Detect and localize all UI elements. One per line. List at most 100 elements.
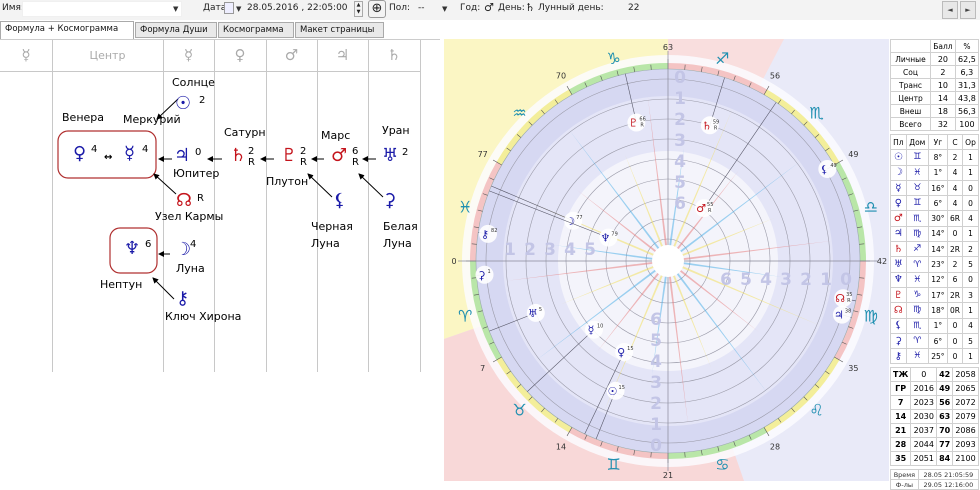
planet-marker-selena: ⚳1 [476, 266, 494, 284]
planet-icon: ♃ [891, 226, 907, 241]
degree-label: 70 [556, 72, 566, 81]
degree-label: 49 [848, 150, 858, 159]
scale-digit-bottom: 2 [650, 394, 662, 414]
gender-label: Пол: [389, 3, 410, 13]
star-center [652, 245, 684, 277]
mercury-value: 10 [597, 324, 603, 330]
degree-label: 7 [480, 364, 485, 373]
scale-digit-right: 3 [780, 270, 792, 290]
moon-value: 77 [576, 215, 582, 221]
next-button[interactable]: ► [960, 1, 976, 19]
gender-select[interactable]: -- [418, 3, 425, 13]
globe-icon[interactable]: ⊕ [368, 0, 386, 18]
strength-cell: 0 [947, 226, 962, 241]
year-planet-icon: ♂ [484, 1, 494, 14]
strength-cell: 4 [947, 180, 962, 195]
orbit-cell: 0 [963, 272, 979, 287]
degree-cell: 25° [928, 349, 947, 364]
scale-digit-right: 1 [820, 270, 832, 290]
degree-cell: 1° [928, 165, 947, 180]
calendar-dropdown-icon[interactable]: ▼ [236, 5, 241, 13]
degree-cell: 6° [928, 196, 947, 211]
tab-page-layout[interactable]: Макет страницы [295, 22, 384, 38]
scale-digit-top: 4 [674, 152, 686, 172]
jupiter-label: Юпитер [173, 167, 219, 180]
summary-cell: 14 [931, 92, 956, 105]
sign-icon: ♓ [906, 272, 928, 287]
tab-formula-cosmogram[interactable]: Формула + Космограмма [0, 21, 134, 39]
venus-score: 4 [91, 145, 97, 155]
planet-icon: ☿ [891, 180, 907, 195]
zodiac-sign-icon: ♎ [864, 198, 878, 217]
degree-label: 42 [877, 257, 887, 266]
chiron-label: Ключ Хирона [165, 310, 241, 323]
summary-header-row: Балл% [891, 40, 979, 53]
scale-digit-top: 0 [674, 68, 686, 88]
times-cell: 29.05 12:16:00 [918, 480, 978, 490]
ages-cell: 63 [937, 410, 953, 424]
venus-icon: ♀ [73, 145, 86, 163]
prev-button[interactable]: ◄ [942, 1, 958, 19]
degree-cell: 8° [928, 150, 947, 165]
saturn-retro: R [248, 158, 255, 168]
ages-cell: 2086 [953, 424, 979, 438]
zodiac-sign-icon: ♓ [458, 198, 472, 217]
ages-cell: 56 [937, 396, 953, 410]
scale-digit-left: 1 [504, 240, 516, 260]
scale-digit-bottom: 1 [650, 415, 662, 435]
summary-cell: 10 [931, 79, 956, 92]
orbit-cell: 0 [963, 196, 979, 211]
summary-cell: 62,5 [955, 53, 978, 66]
ages-cell: 2093 [953, 438, 979, 452]
name-input[interactable] [22, 1, 182, 17]
tab-soul-formula[interactable]: Формула Души [135, 22, 217, 38]
degree-label: 35 [848, 364, 858, 373]
zodiac-sign-icon: ♉ [512, 400, 526, 419]
date-spinner[interactable]: ▲▼ [354, 1, 363, 17]
scale-digit-top: 2 [674, 110, 686, 130]
neptune-score: 6 [145, 240, 151, 250]
saturn-icon: ♄ [702, 119, 712, 132]
sign-icon: ♈ [906, 257, 928, 272]
orbit-cell: 5 [963, 333, 979, 348]
ages-cell: 35 [891, 452, 911, 466]
neptune-label: Нептун [100, 278, 142, 291]
ages-cell: 2030 [911, 410, 937, 424]
zodiac-sign-icon: ♒ [512, 104, 526, 123]
venus-value: 15 [627, 346, 633, 352]
summary-cell: Личные [891, 53, 931, 66]
degree-label: 56 [770, 72, 780, 81]
date-input[interactable]: 28.05.2016 , 22:05:00 [247, 3, 348, 13]
degree-cell: 14° [928, 242, 947, 257]
mutual-arrow-icon: ↔ [104, 153, 112, 163]
uranus-label: Уран [382, 124, 410, 137]
summary-cell: 6,3 [955, 66, 978, 79]
pluto-retro: R [300, 158, 307, 168]
jupiter-icon: ♃ [174, 147, 190, 165]
mars-icon: ♂ [696, 202, 706, 215]
summary-cell: Внеш [891, 105, 931, 118]
strength-cell: 0 [947, 349, 962, 364]
strength-cell: 4 [947, 196, 962, 211]
calendar-icon[interactable] [224, 2, 234, 14]
gender-dropdown-icon[interactable]: ▼ [442, 5, 447, 13]
strength-cell: 6 [947, 272, 962, 287]
tab-cosmogram[interactable]: Космограмма [218, 22, 294, 38]
summary-cell: Соц [891, 66, 931, 79]
sign-icon: ♊ [906, 196, 928, 211]
sign-icon: ♐ [906, 242, 928, 257]
zodiac-sign-icon: ♑ [606, 49, 620, 68]
ages-cell: 2058 [953, 368, 979, 382]
moon-icon: ☽ [175, 241, 191, 259]
ages-cell: 49 [937, 382, 953, 396]
name-dropdown-icon[interactable]: ▼ [173, 5, 178, 13]
scale-digit-right: 6 [720, 270, 732, 290]
